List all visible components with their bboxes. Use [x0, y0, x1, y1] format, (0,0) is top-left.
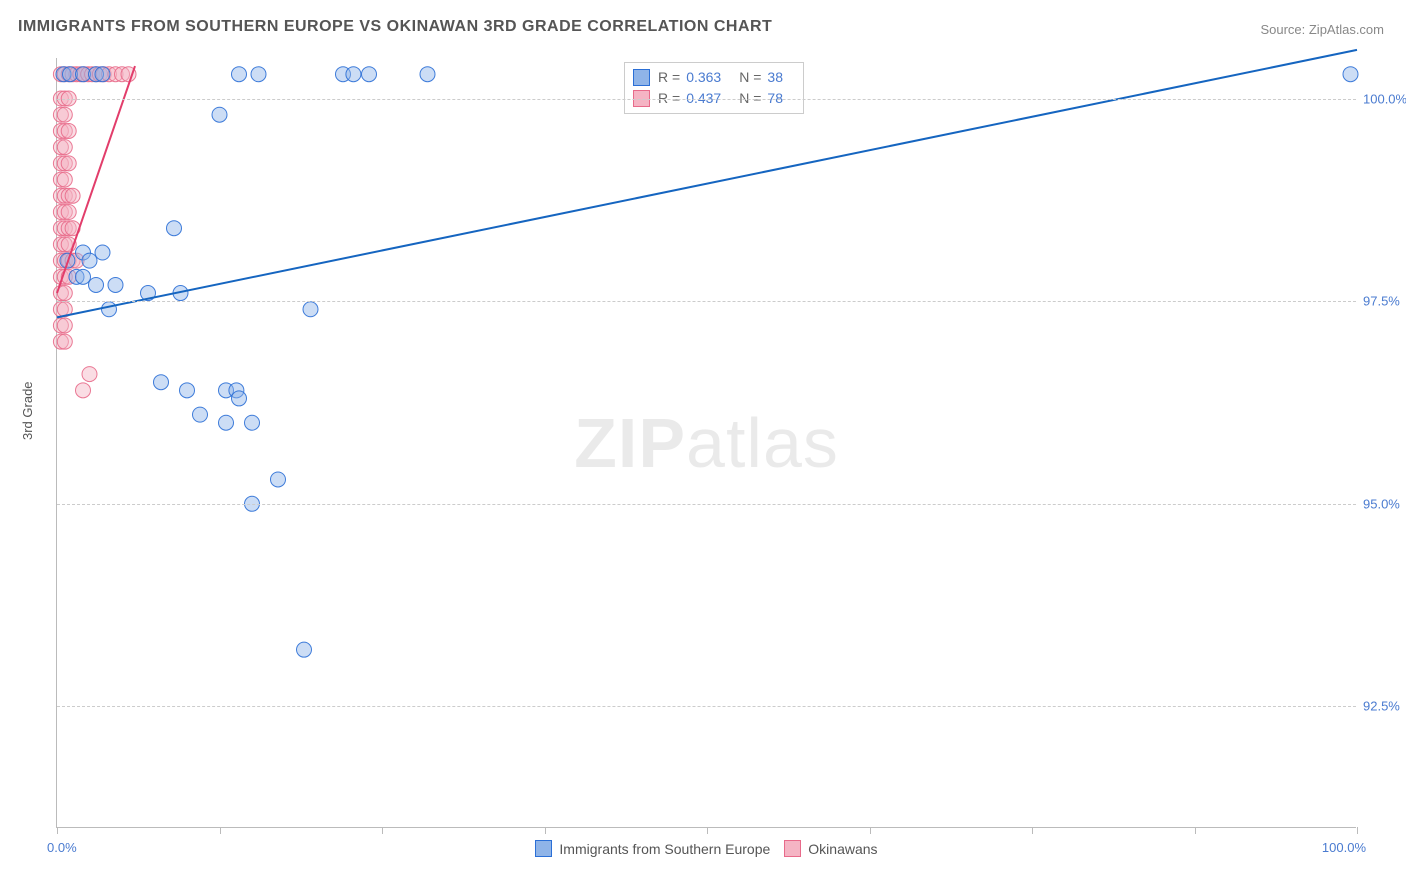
scatter-point: [95, 245, 110, 260]
scatter-point: [1343, 67, 1358, 82]
source-attribution: Source: ZipAtlas.com: [1260, 22, 1384, 37]
swatch-blue-icon: [633, 69, 650, 86]
chart-title: IMMIGRANTS FROM SOUTHERN EUROPE VS OKINA…: [18, 18, 772, 36]
scatter-point: [76, 269, 91, 284]
scatter-point: [303, 302, 318, 317]
scatter-point: [61, 156, 76, 171]
scatter-point: [57, 172, 72, 187]
scatter-point: [65, 188, 80, 203]
y-tick-label: 100.0%: [1363, 91, 1406, 106]
legend-stats-row-blue: R = 0.363 N = 38: [633, 67, 793, 88]
scatter-point: [362, 67, 377, 82]
x-tick: [545, 827, 546, 834]
r-value-blue: 0.363: [686, 67, 721, 88]
scatter-point: [57, 107, 72, 122]
scatter-point: [180, 383, 195, 398]
scatter-point: [57, 318, 72, 333]
scatter-point: [89, 277, 104, 292]
scatter-point: [76, 383, 91, 398]
scatter-point: [61, 123, 76, 138]
scatter-point: [193, 407, 208, 422]
scatter-point: [420, 67, 435, 82]
scatter-point: [346, 67, 361, 82]
scatter-point: [82, 367, 97, 382]
scatter-point: [167, 221, 182, 236]
y-tick-label: 95.0%: [1363, 496, 1406, 511]
legend-stats-box: R = 0.363 N = 38 R = 0.437 N = 78: [624, 62, 804, 114]
plot-area: ZIPatlas R = 0.363 N = 38 R = 0.437 N = …: [56, 58, 1356, 828]
r-label-blue: R =: [658, 67, 680, 88]
gridline: [57, 99, 1356, 100]
scatter-point: [297, 642, 312, 657]
legend-swatch-blue-icon: [535, 840, 552, 857]
scatter-point: [108, 277, 123, 292]
n-value-blue: 38: [767, 67, 783, 88]
scatter-point: [95, 67, 110, 82]
legend-label-pink: Okinawans: [808, 841, 877, 857]
x-tick: [707, 827, 708, 834]
x-tick: [1032, 827, 1033, 834]
legend-label-blue: Immigrants from Southern Europe: [559, 841, 770, 857]
x-tick: [870, 827, 871, 834]
gridline: [57, 706, 1356, 707]
gridline: [57, 504, 1356, 505]
chart-svg: [57, 58, 1356, 827]
x-tick: [382, 827, 383, 834]
x-tick: [220, 827, 221, 834]
x-tick: [57, 827, 58, 834]
x-tick: [1357, 827, 1358, 834]
scatter-point: [154, 375, 169, 390]
scatter-point: [251, 67, 266, 82]
scatter-point: [57, 140, 72, 155]
source-prefix: Source:: [1260, 22, 1308, 37]
scatter-point: [232, 391, 247, 406]
scatter-point: [82, 253, 97, 268]
legend-item-blue: Immigrants from Southern Europe: [535, 840, 770, 857]
scatter-point: [245, 415, 260, 430]
y-tick-label: 97.5%: [1363, 294, 1406, 309]
x-tick: [1195, 827, 1196, 834]
legend-swatch-pink-icon: [784, 840, 801, 857]
scatter-point: [102, 302, 117, 317]
scatter-point: [232, 67, 247, 82]
scatter-point: [271, 472, 286, 487]
bottom-legend: Immigrants from Southern Europe Okinawan…: [57, 840, 1356, 857]
legend-item-pink: Okinawans: [784, 840, 877, 857]
scatter-point: [57, 334, 72, 349]
y-axis-label: 3rd Grade: [20, 381, 35, 440]
scatter-point: [61, 205, 76, 220]
gridline: [57, 301, 1356, 302]
scatter-point: [212, 107, 227, 122]
source-link[interactable]: ZipAtlas.com: [1309, 22, 1384, 37]
y-tick-label: 92.5%: [1363, 699, 1406, 714]
scatter-point: [219, 415, 234, 430]
n-label-blue: N =: [739, 67, 761, 88]
